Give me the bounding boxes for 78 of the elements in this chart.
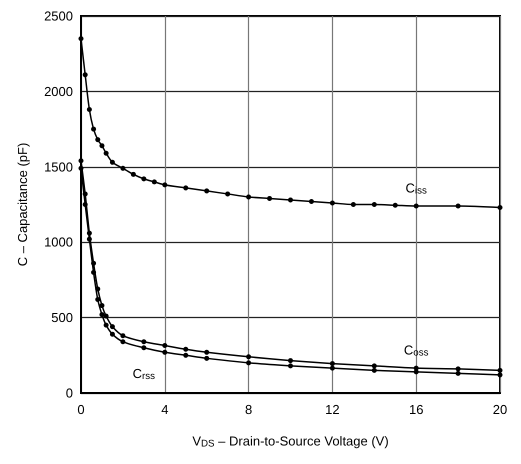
point xyxy=(82,72,88,78)
point xyxy=(267,196,272,201)
point xyxy=(82,191,88,196)
point xyxy=(288,358,293,364)
point xyxy=(288,363,293,368)
point xyxy=(162,343,168,348)
point xyxy=(308,198,314,204)
x-tick-label: 16 xyxy=(408,402,424,417)
x-tick-label: 0 xyxy=(77,402,85,417)
point xyxy=(152,179,157,184)
x-tick-label: 12 xyxy=(325,402,340,417)
point xyxy=(330,361,335,366)
point xyxy=(120,333,126,338)
point xyxy=(110,332,115,337)
point xyxy=(91,126,96,132)
point xyxy=(141,339,146,344)
point xyxy=(498,368,502,373)
y-tick-label: 2000 xyxy=(44,84,73,99)
y-axis-title: C – Capacitance (pF) xyxy=(15,142,30,266)
point xyxy=(246,360,252,366)
point xyxy=(498,372,502,378)
point xyxy=(350,202,356,207)
point xyxy=(372,202,377,207)
point xyxy=(183,346,188,352)
point xyxy=(130,172,136,177)
point xyxy=(104,150,109,156)
point xyxy=(204,350,210,355)
y-tick-label: 1000 xyxy=(44,234,73,250)
point xyxy=(120,166,126,171)
point xyxy=(82,202,88,207)
point xyxy=(99,143,104,148)
point xyxy=(110,160,115,165)
point xyxy=(141,345,146,350)
point xyxy=(162,350,168,355)
point xyxy=(246,194,252,200)
point xyxy=(456,366,461,372)
point xyxy=(95,297,100,302)
point xyxy=(225,191,230,196)
point xyxy=(372,368,377,373)
point xyxy=(86,106,92,112)
x-tick-label: 8 xyxy=(244,402,252,417)
x-tick-label: 4 xyxy=(161,402,168,417)
point xyxy=(330,200,335,206)
point xyxy=(456,204,461,209)
point xyxy=(78,36,84,42)
point xyxy=(91,260,96,266)
y-tick-label: 1500 xyxy=(44,159,73,174)
point xyxy=(104,322,109,328)
x-tick-label: 20 xyxy=(492,402,508,417)
point xyxy=(99,303,104,308)
point xyxy=(99,312,104,318)
point xyxy=(204,188,210,194)
point xyxy=(95,286,100,292)
point xyxy=(78,158,84,164)
point xyxy=(95,137,100,142)
point xyxy=(78,166,84,171)
point xyxy=(104,314,109,319)
point xyxy=(120,339,126,344)
point xyxy=(246,354,252,360)
point xyxy=(414,204,419,209)
y-tick-label: 0 xyxy=(66,386,73,400)
point xyxy=(86,230,92,236)
y-tick-label: 500 xyxy=(51,310,73,326)
point xyxy=(183,352,188,358)
point xyxy=(162,182,168,188)
point xyxy=(288,197,293,202)
point xyxy=(456,370,461,376)
point xyxy=(86,236,92,242)
point xyxy=(141,176,146,182)
point xyxy=(498,205,502,210)
point xyxy=(183,185,188,190)
point xyxy=(204,356,210,361)
point xyxy=(330,366,335,371)
point xyxy=(110,324,115,330)
point xyxy=(91,270,96,275)
y-tick-label: 2500 xyxy=(44,8,73,24)
point xyxy=(392,202,398,208)
point xyxy=(372,363,377,368)
